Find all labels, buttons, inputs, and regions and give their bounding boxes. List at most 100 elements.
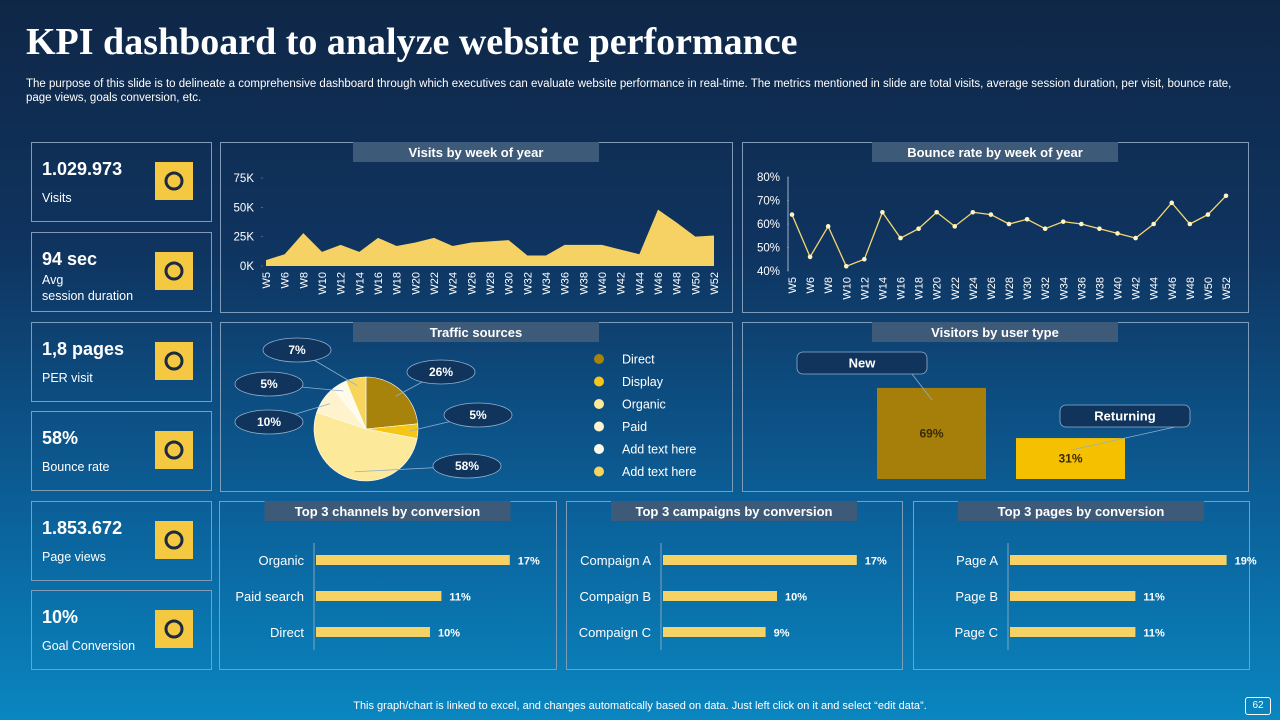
point: [934, 209, 939, 215]
kpi-value: 1,8 pages: [42, 339, 124, 359]
x-tick-label: W50: [690, 272, 702, 295]
point: [880, 209, 885, 215]
callout: [234, 371, 304, 397]
x-tick-label: W10: [317, 272, 329, 295]
kpi-icon: [155, 521, 193, 559]
point: [807, 254, 813, 260]
x-tick-label: W36: [560, 272, 572, 295]
kpi-icon-glyph: [164, 351, 184, 371]
data-label: 10%: [438, 628, 460, 640]
point: [1079, 221, 1084, 227]
point: [1223, 193, 1229, 199]
title: KPI dashboard to analyze website perform…: [26, 21, 798, 63]
x-tick-label: W38: [578, 272, 590, 295]
y-tick-label: 25K: [234, 232, 255, 244]
legend-swatch: [594, 421, 604, 432]
x-tick-label: W32: [522, 272, 534, 295]
kpi-icon: [155, 342, 193, 380]
x-tick-label: W5: [787, 277, 799, 294]
legend-label: Display: [622, 375, 664, 389]
kpi-icon: [155, 610, 193, 648]
x-tick-label: W16: [373, 272, 385, 295]
callout: [262, 337, 332, 363]
point: [843, 264, 849, 269]
point: [1060, 219, 1066, 224]
x-tick-label: W6: [280, 272, 292, 289]
x-tick-label: W46: [1167, 277, 1179, 300]
point: [1115, 231, 1120, 236]
kpi-card: [31, 590, 212, 670]
point: [1187, 221, 1193, 227]
kpi-label: Visits: [42, 191, 72, 205]
callout: [443, 402, 513, 428]
x-tick-label: W42: [1131, 277, 1143, 300]
y-tick-label: 75K: [234, 173, 255, 185]
kpi-icon-glyph: [164, 171, 184, 191]
callout: [406, 359, 476, 385]
x-tick-label: W12: [859, 277, 871, 300]
point: [1133, 235, 1138, 241]
data-label: 11%: [449, 592, 471, 604]
category-label: Page A: [956, 553, 998, 568]
panel-title: Visitors by user type: [931, 325, 1059, 340]
kpi-card: [31, 322, 212, 402]
x-tick-label: W18: [392, 272, 404, 295]
x-tick-label: W20: [932, 277, 944, 300]
point: [825, 224, 831, 229]
panel-title: Traffic sources: [430, 325, 523, 340]
point: [898, 235, 903, 241]
legend-label: Add text here: [622, 443, 696, 457]
y-tick-label: 50K: [234, 202, 255, 214]
category-label: Page B: [955, 589, 998, 604]
category-label: Compaign C: [579, 625, 651, 640]
callout-leader: [1070, 426, 1176, 451]
x-tick-label: W26: [466, 272, 478, 295]
legend-swatch: [594, 444, 604, 454]
x-tick-label: W52: [1221, 277, 1233, 300]
pie-slice: [345, 376, 367, 430]
legend-swatch: [594, 466, 604, 477]
page-number: 62: [1245, 697, 1271, 715]
x-tick-label: W24: [448, 272, 460, 295]
panel-title-bar: [611, 501, 857, 521]
legend-swatch: [594, 376, 604, 387]
x-tick-label: W36: [1076, 277, 1088, 300]
panel-title-bar: [353, 142, 599, 162]
y-tick-label: 0K: [240, 261, 254, 273]
kpi-icon: [155, 431, 193, 469]
kpi-label: Avg session duration: [42, 273, 133, 303]
panel-title: Top 3 pages by conversion: [998, 504, 1165, 519]
legend-swatch: [594, 399, 604, 409]
x-tick-label: W8: [823, 277, 835, 294]
panel: [913, 501, 1250, 670]
kpi-card: [31, 232, 212, 312]
x-tick-label: W18: [914, 277, 926, 300]
kpi-icon-glyph: [164, 440, 184, 460]
data-label: 5%: [260, 377, 278, 391]
x-tick-label: W10: [841, 277, 853, 300]
y-tick-label: 80%: [757, 172, 780, 184]
kpi-icon: [155, 162, 193, 200]
kpi-label: Page views: [42, 550, 106, 564]
data-label: 10%: [257, 415, 281, 429]
bar: [1010, 591, 1136, 601]
panel: [219, 501, 557, 670]
kpi-value: 1.029.973: [42, 159, 122, 179]
panel-title: Bounce rate by week of year: [907, 145, 1083, 160]
legend-label: Direct: [622, 353, 655, 367]
kpi-icon-glyph: [164, 261, 184, 281]
x-tick-label: W48: [1185, 277, 1197, 300]
panel-title: Top 3 channels by conversion: [295, 504, 480, 519]
data-label: 11%: [1143, 628, 1165, 640]
bar: [663, 591, 777, 601]
kpi-value: 1.853.672: [42, 518, 122, 538]
category-label: Compaign A: [580, 553, 651, 568]
point: [789, 212, 795, 217]
legend-label: Organic: [622, 398, 666, 412]
bar: [316, 591, 442, 601]
bar: [1010, 555, 1227, 565]
category-label: New: [849, 356, 877, 371]
x-tick-label: W40: [1113, 277, 1125, 300]
category-label: Page C: [955, 625, 998, 640]
kpi-card: [31, 142, 212, 222]
